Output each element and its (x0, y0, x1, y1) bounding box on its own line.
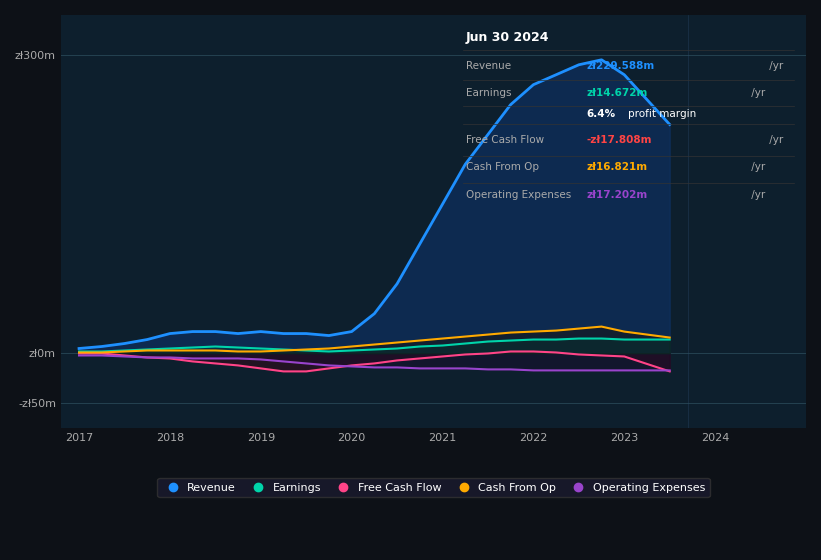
Text: Cash From Op: Cash From Op (466, 162, 539, 172)
Text: /yr: /yr (748, 162, 765, 172)
Text: Jun 30 2024: Jun 30 2024 (466, 31, 549, 44)
Text: profit margin: profit margin (628, 109, 696, 119)
Text: /yr: /yr (748, 190, 765, 200)
Text: Free Cash Flow: Free Cash Flow (466, 134, 544, 144)
Text: Revenue: Revenue (466, 60, 511, 71)
Text: /yr: /yr (748, 88, 765, 99)
Text: zł14.672m: zł14.672m (587, 88, 648, 99)
Text: zł16.821m: zł16.821m (587, 162, 648, 172)
Text: Operating Expenses: Operating Expenses (466, 190, 571, 200)
Text: Earnings: Earnings (466, 88, 511, 99)
Text: zł17.202m: zł17.202m (587, 190, 648, 200)
Text: -zł17.808m: -zł17.808m (587, 134, 652, 144)
Text: /yr: /yr (766, 60, 783, 71)
Text: /yr: /yr (766, 134, 783, 144)
Text: 6.4%: 6.4% (587, 109, 616, 119)
Legend: Revenue, Earnings, Free Cash Flow, Cash From Op, Operating Expenses: Revenue, Earnings, Free Cash Flow, Cash … (158, 478, 709, 497)
Text: zł229.588m: zł229.588m (587, 60, 655, 71)
